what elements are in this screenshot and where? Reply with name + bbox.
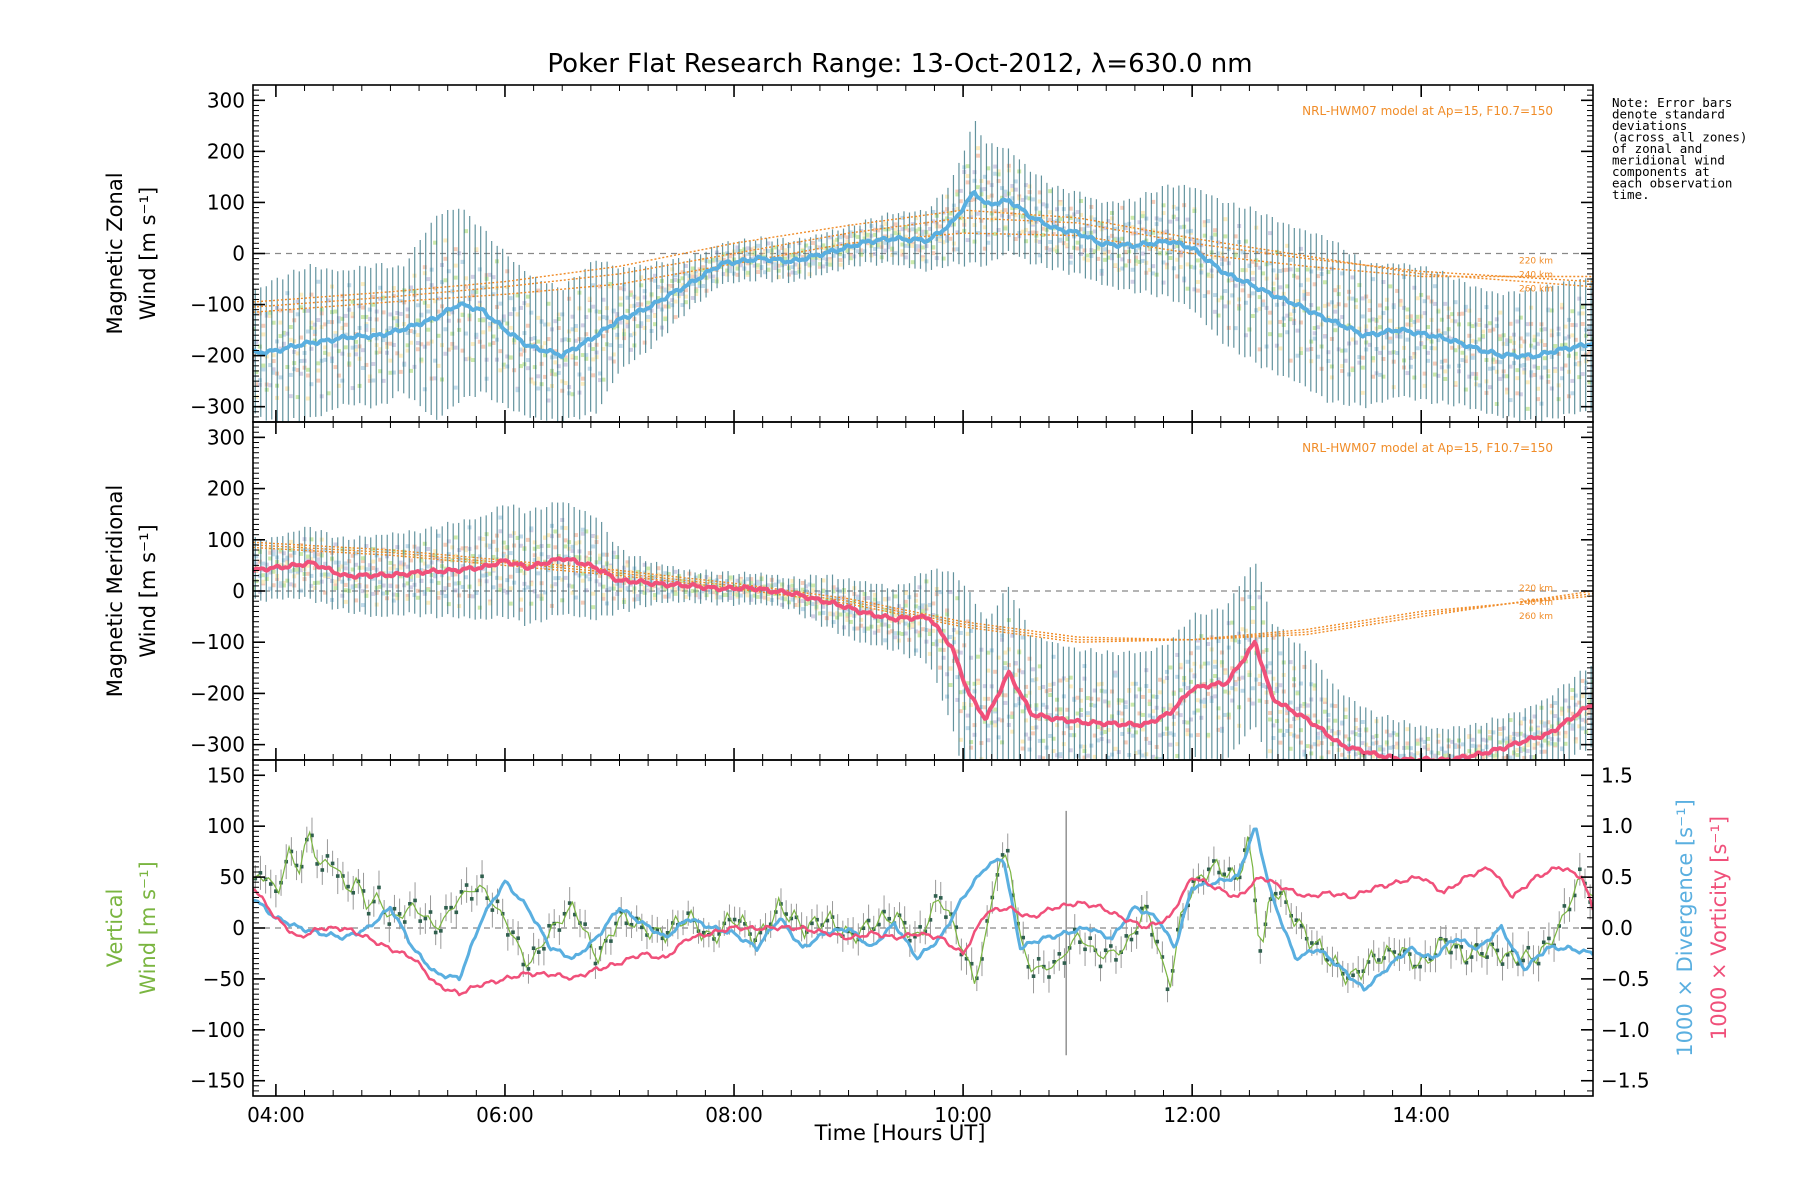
x-tick-label: 12:00 [1163, 1103, 1221, 1127]
y-tick-label: 50 [220, 865, 245, 889]
panel-zonal: NRL-HWM07 model at Ap=15, F10.7=150 220 k… [103, 84, 1594, 423]
y2-tick-label: −0.5 [1601, 967, 1650, 991]
altitude-label: 220 km [1519, 584, 1553, 594]
y-tick-label: 200 [207, 139, 245, 163]
y-axis-label-zonal-line1: Magnetic Zonal [103, 172, 127, 334]
vertical-wind-line [253, 830, 1593, 988]
altitude-label: 260 km [1519, 285, 1553, 295]
chart-title: Poker Flat Research Range: 13-Oct-2012, … [547, 49, 1252, 79]
note-line: meridional wind [1612, 153, 1725, 168]
altitude-label: 220 km [1519, 257, 1553, 267]
divergence-axis-label: 1000 × Divergence [s⁻¹] [1673, 799, 1697, 1057]
note-line: (across all zones) [1612, 130, 1747, 145]
altitude-label: 260 km [1519, 612, 1553, 622]
y-tick-label: −200 [190, 344, 245, 368]
y2-tick-label: −1.0 [1601, 1018, 1650, 1042]
panel-vertical: 1.5 1.0 0.5 0.0 −0.5 −1.0 −1.5 1000 × Divergenc… [103, 759, 1731, 1097]
error-bars-meridional [254, 502, 1592, 760]
mean-wind-line-meridional [253, 556, 1593, 760]
note-line: Note: Error bars [1612, 95, 1732, 110]
y2-tick-label: 0.5 [1601, 865, 1633, 889]
model-curve-260-km [253, 209, 1593, 303]
model-curve-220-km [253, 541, 1593, 641]
y-tick-label: 0 [232, 579, 245, 603]
y-tick-label: −150 [190, 1069, 245, 1093]
model-label: NRL-HWM07 model at Ap=15, F10.7=150 [1302, 104, 1553, 118]
y-axis-label-vertical-line2: Wind [m s⁻¹] [136, 861, 160, 994]
model-label: NRL-HWM07 model at Ap=15, F10.7=150 [1302, 441, 1553, 455]
model-curve-240-km [253, 217, 1593, 308]
x-axis-label: Time [Hours UT] [814, 1121, 986, 1145]
y-tick-label: 300 [207, 425, 245, 449]
y-axis-label-meridional-line1: Magnetic Meridional [103, 485, 127, 697]
x-tick-label: 08:00 [705, 1103, 763, 1127]
altitude-label: 240 km [1519, 271, 1553, 281]
vorticity-axis-label: 1000 × Vorticity [s⁻¹] [1707, 816, 1731, 1040]
model-curve-240-km [253, 544, 1593, 641]
note-line: components at [1612, 164, 1710, 179]
note-line: of zonal and [1612, 141, 1702, 156]
vertical-error-bars [253, 817, 1592, 1003]
y2-tick-label: 1.0 [1601, 814, 1633, 838]
error-bars-zonal [254, 120, 1592, 422]
x-tick-label: 14:00 [1392, 1103, 1450, 1127]
note-line: each observation [1612, 176, 1732, 191]
y-tick-label: −100 [190, 1018, 245, 1042]
divergence-line [253, 827, 1593, 992]
y-tick-label: −200 [190, 681, 245, 705]
y-tick-label: −100 [190, 630, 245, 654]
plot-area-zonal [253, 120, 1593, 422]
y-tick-label: 0 [232, 916, 245, 940]
y-tick-label: −300 [190, 733, 245, 757]
x-tick-label: 10:00 [934, 1103, 992, 1127]
x-tick-label: 04:00 [247, 1103, 305, 1127]
y-axis-label-vertical-line1: Vertical [103, 889, 127, 968]
y-tick-label: −50 [203, 967, 245, 991]
plot-area-vertical [253, 810, 1593, 1056]
y-tick-label: −100 [190, 293, 245, 317]
y-axis-label-meridional-line2: Wind [m s⁻¹] [136, 524, 160, 657]
y-tick-label: 200 [207, 477, 245, 501]
y2-tick-label: −1.5 [1601, 1069, 1650, 1093]
note-line: deviations [1612, 118, 1687, 133]
panel-meridional: NRL-HWM07 model at Ap=15, F10.7=150 220 k… [103, 421, 1594, 761]
plot-area-meridional [253, 502, 1593, 760]
y-tick-label: 100 [207, 190, 245, 214]
mean-wind-line-zonal [253, 190, 1593, 360]
y-tick-label: −300 [190, 395, 245, 419]
note-line: denote standard [1612, 107, 1725, 122]
y-tick-label: 100 [207, 814, 245, 838]
x-tick-label: 06:00 [476, 1103, 534, 1127]
model-curve-220-km [253, 232, 1593, 313]
y-tick-label: 100 [207, 528, 245, 552]
y-tick-label: 300 [207, 88, 245, 112]
y-tick-label: 0 [232, 242, 245, 266]
note-line: time. [1612, 187, 1650, 202]
altitude-label: 240 km [1519, 598, 1553, 608]
y-axis-label-zonal-line2: Wind [m s⁻¹] [136, 187, 160, 320]
vorticity-line [253, 866, 1593, 997]
y-tick-label: 150 [207, 763, 245, 787]
y2-tick-label: 0.0 [1601, 916, 1633, 940]
y2-tick-label: 1.5 [1601, 763, 1633, 787]
